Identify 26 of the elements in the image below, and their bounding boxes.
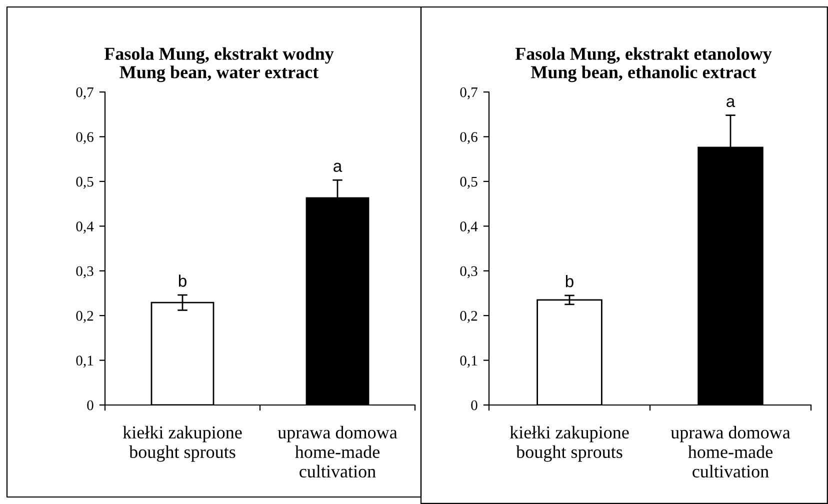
x-tick-label: kiełki zakupione bought sprouts bbox=[510, 426, 629, 462]
y-tick-label: 0,2 bbox=[76, 310, 94, 323]
y-tick-label: 0,7 bbox=[76, 87, 94, 100]
y-tick-label: 0,5 bbox=[460, 176, 478, 189]
x-tick-label: uprawa domowa home-made cultivation bbox=[670, 426, 790, 478]
y-tick-label: 0,1 bbox=[460, 356, 478, 368]
y-tick-label: 0,3 bbox=[76, 266, 94, 278]
chart-title: Fasola Mung, ekstrakt etanolowy Mung bean, ethanolic extract bbox=[515, 47, 772, 82]
y-tick-label: 0,1 bbox=[76, 356, 94, 368]
y-tick-label: 0 bbox=[471, 400, 478, 410]
y-tick-label: 0,6 bbox=[76, 132, 94, 144]
annotation: b bbox=[566, 275, 574, 288]
y-tick-label: 0,5 bbox=[76, 176, 94, 189]
y-tick-label: 0,6 bbox=[460, 132, 478, 144]
chart-title: Fasola Mung, ekstrakt wodny Mung bean, water extract bbox=[104, 47, 334, 82]
annotation: b bbox=[178, 274, 186, 287]
y-tick-label: 0,2 bbox=[460, 310, 478, 323]
y-tick-label: 0 bbox=[87, 400, 94, 410]
x-tick-label: uprawa domowa home-made cultivation bbox=[278, 426, 398, 478]
x-tick-label: kiełki zakupione bought sprouts bbox=[122, 426, 242, 462]
annotation: a bbox=[334, 162, 342, 172]
y-tick-label: 0,3 bbox=[460, 266, 478, 278]
y-tick-label: 0,4 bbox=[460, 222, 478, 234]
annotation: a bbox=[726, 98, 736, 108]
y-tick-label: 0,4 bbox=[76, 222, 94, 234]
y-tick-label: 0,7 bbox=[460, 87, 478, 100]
